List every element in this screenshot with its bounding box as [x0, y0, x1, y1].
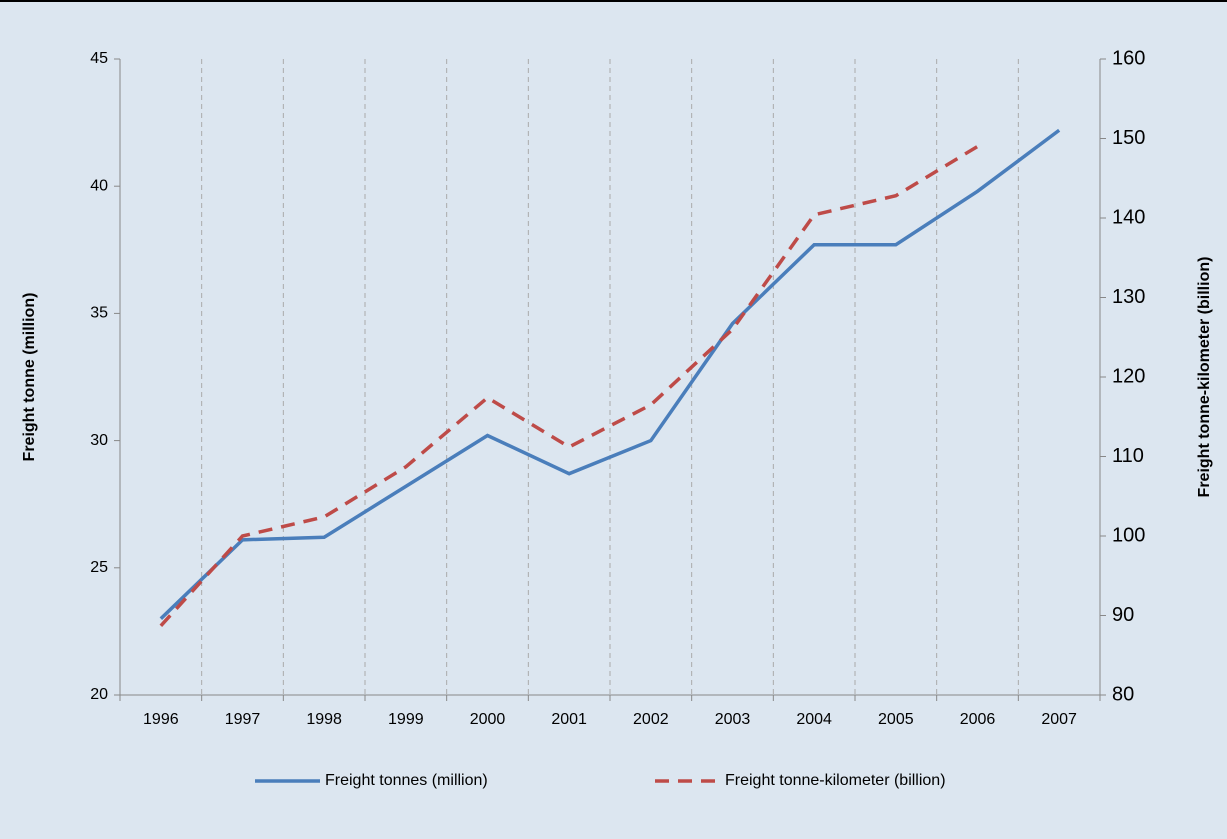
x-tick-label: 1998 — [306, 711, 342, 728]
x-tick-label: 1997 — [225, 711, 261, 728]
x-tick-label: 1996 — [143, 711, 179, 728]
y-tick-label: 30 — [90, 432, 108, 449]
y2-tick-label: 110 — [1112, 445, 1144, 467]
x-tick-label: 2004 — [796, 711, 832, 728]
y2-tick-label: 120 — [1112, 365, 1145, 387]
x-tick-label: 2007 — [1041, 711, 1077, 728]
y2-tick-label: 160 — [1112, 47, 1145, 69]
series-line — [159, 128, 1061, 620]
y2-tick-label: 90 — [1112, 604, 1134, 626]
y-axis-label: Freight tonne (million) — [21, 293, 38, 462]
legend-label: Freight tonne-kilometer (billion) — [725, 772, 946, 789]
x-tick-label: 2002 — [633, 711, 669, 728]
y-tick-label: 35 — [90, 305, 108, 322]
y2-axis-label: Freight tonne-kilometer (billion) — [1196, 257, 1213, 498]
y-tick-label: 20 — [90, 686, 108, 703]
y2-tick-label: 80 — [1112, 683, 1134, 705]
x-tick-label: 2005 — [878, 711, 914, 728]
x-tick-label: 2006 — [960, 711, 996, 728]
series-line — [159, 144, 979, 628]
y2-tick-label: 140 — [1112, 206, 1145, 228]
x-tick-label: 2003 — [715, 711, 751, 728]
x-tick-label: 2001 — [551, 711, 587, 728]
y2-tick-label: 100 — [1112, 524, 1145, 546]
y-tick-label: 45 — [90, 50, 108, 67]
x-tick-label: 1999 — [388, 711, 424, 728]
y2-tick-label: 130 — [1112, 286, 1145, 308]
x-tick-label: 2000 — [470, 711, 506, 728]
y-tick-label: 40 — [90, 177, 108, 194]
legend-label: Freight tonnes (million) — [325, 772, 488, 789]
y-tick-label: 25 — [90, 559, 108, 576]
y2-tick-label: 150 — [1112, 127, 1145, 149]
